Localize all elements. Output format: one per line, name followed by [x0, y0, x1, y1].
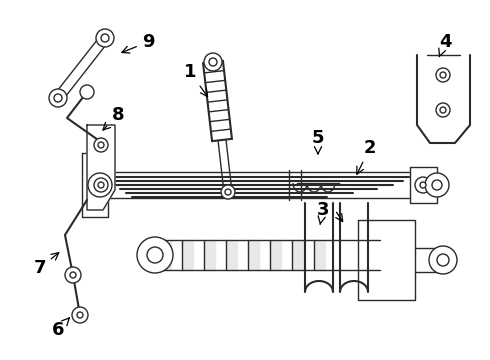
Polygon shape [204, 240, 215, 270]
Circle shape [415, 177, 431, 193]
Polygon shape [314, 240, 325, 270]
Circle shape [225, 189, 231, 195]
Circle shape [420, 182, 426, 188]
Circle shape [98, 182, 104, 188]
Text: 8: 8 [103, 106, 124, 130]
Polygon shape [292, 240, 303, 270]
Circle shape [96, 29, 114, 47]
Circle shape [101, 34, 109, 42]
Polygon shape [248, 240, 259, 270]
Circle shape [436, 103, 450, 117]
Circle shape [425, 173, 449, 197]
Polygon shape [155, 240, 380, 270]
Text: 4: 4 [439, 33, 451, 57]
Circle shape [436, 68, 450, 82]
Circle shape [98, 142, 104, 148]
Circle shape [440, 107, 446, 113]
Polygon shape [182, 240, 193, 270]
Polygon shape [270, 240, 281, 270]
Circle shape [54, 94, 62, 102]
Circle shape [65, 267, 81, 283]
Text: 2: 2 [357, 139, 376, 174]
Circle shape [70, 272, 76, 278]
Circle shape [204, 53, 222, 71]
Circle shape [72, 307, 88, 323]
Circle shape [221, 185, 235, 199]
Circle shape [440, 72, 446, 78]
Polygon shape [226, 240, 237, 270]
Circle shape [95, 180, 105, 190]
Circle shape [437, 254, 449, 266]
Polygon shape [410, 167, 437, 203]
Circle shape [77, 312, 83, 318]
Circle shape [94, 178, 108, 192]
Circle shape [88, 173, 112, 197]
Polygon shape [203, 61, 232, 141]
Text: 9: 9 [122, 33, 154, 53]
Circle shape [94, 138, 108, 152]
Polygon shape [358, 220, 415, 300]
Text: 6: 6 [52, 318, 69, 339]
Circle shape [49, 89, 67, 107]
Text: 1: 1 [184, 63, 208, 96]
Polygon shape [160, 240, 171, 270]
Circle shape [137, 237, 173, 273]
Text: 5: 5 [312, 129, 324, 154]
Polygon shape [87, 125, 115, 210]
Text: 7: 7 [34, 253, 59, 277]
Circle shape [429, 246, 457, 274]
Circle shape [432, 180, 442, 190]
Circle shape [80, 85, 94, 99]
Circle shape [209, 58, 217, 66]
Polygon shape [82, 153, 108, 217]
Circle shape [147, 247, 163, 263]
Text: 3: 3 [317, 201, 329, 225]
